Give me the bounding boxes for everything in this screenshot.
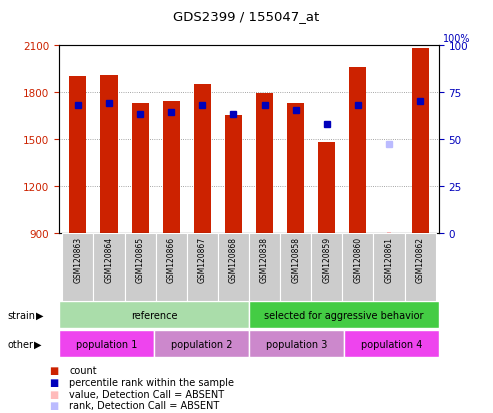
Text: other: other [7, 339, 34, 349]
Bar [218, 233, 249, 301]
Bar [256, 94, 273, 233]
Bar [287, 103, 304, 233]
Bar [318, 142, 335, 233]
Text: population 3: population 3 [266, 339, 327, 349]
Text: value, Detection Call = ABSENT: value, Detection Call = ABSENT [69, 389, 224, 399]
Text: GSM120838: GSM120838 [260, 236, 269, 282]
Text: population 1: population 1 [76, 339, 137, 349]
Bar [412, 49, 428, 233]
Bar [373, 233, 405, 301]
Text: selected for aggressive behavior: selected for aggressive behavior [264, 310, 423, 320]
Bar [280, 233, 311, 301]
Text: GDS2399 / 155047_at: GDS2399 / 155047_at [174, 10, 319, 23]
Bar [350, 67, 366, 233]
Text: GSM120865: GSM120865 [136, 236, 144, 282]
Text: GSM120866: GSM120866 [167, 236, 176, 282]
Text: population 4: population 4 [361, 339, 422, 349]
Bar [249, 233, 280, 301]
Text: ■: ■ [49, 400, 59, 410]
Text: ▶: ▶ [34, 339, 41, 349]
Bar [163, 102, 180, 233]
Text: ▶: ▶ [35, 310, 43, 320]
Bar [59, 301, 249, 328]
Text: GSM120860: GSM120860 [353, 236, 362, 282]
Bar [387, 232, 391, 233]
Text: ■: ■ [49, 389, 59, 399]
Text: GSM120867: GSM120867 [198, 236, 207, 282]
Text: GSM120862: GSM120862 [416, 236, 424, 282]
Text: 100%: 100% [443, 33, 470, 43]
Text: count: count [69, 366, 97, 375]
Text: percentile rank within the sample: percentile rank within the sample [69, 377, 234, 387]
Bar [194, 85, 211, 233]
Text: ■: ■ [49, 377, 59, 387]
Bar [59, 330, 154, 357]
Bar [70, 77, 86, 233]
Bar [125, 233, 156, 301]
Bar [405, 233, 436, 301]
Bar [311, 233, 342, 301]
Text: ■: ■ [49, 366, 59, 375]
Bar [93, 233, 125, 301]
Text: GSM120864: GSM120864 [105, 236, 113, 282]
Bar [101, 76, 117, 233]
Text: GSM120859: GSM120859 [322, 236, 331, 282]
Text: rank, Detection Call = ABSENT: rank, Detection Call = ABSENT [69, 400, 219, 410]
Bar [344, 330, 439, 357]
Bar [187, 233, 218, 301]
Bar [225, 116, 242, 233]
Bar [249, 330, 344, 357]
Bar [154, 330, 249, 357]
Text: strain: strain [7, 310, 35, 320]
Bar [62, 233, 93, 301]
Text: population 2: population 2 [171, 339, 232, 349]
Text: GSM120863: GSM120863 [73, 236, 82, 282]
Text: reference: reference [131, 310, 177, 320]
Bar [132, 103, 148, 233]
Bar [156, 233, 187, 301]
Bar [342, 233, 373, 301]
Text: GSM120868: GSM120868 [229, 236, 238, 282]
Text: GSM120858: GSM120858 [291, 236, 300, 282]
Bar [249, 301, 439, 328]
Text: GSM120861: GSM120861 [385, 236, 393, 282]
